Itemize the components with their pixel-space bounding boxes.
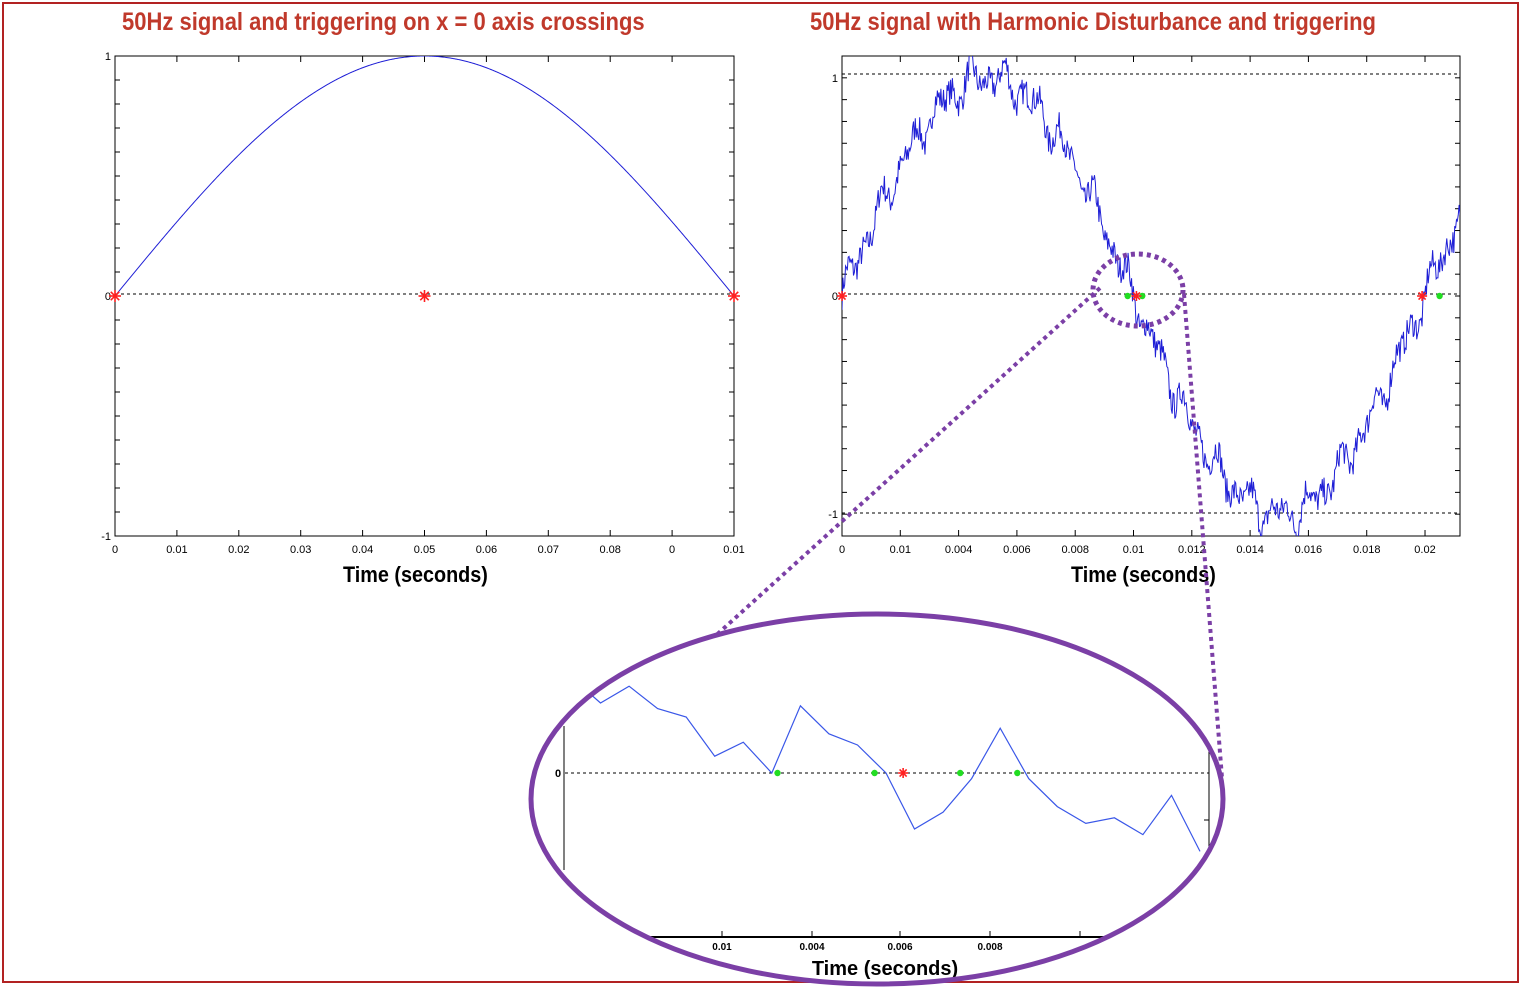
left-crossing-marker	[418, 290, 431, 302]
left-chart: 0 0.01 0.02 0.03 0.04 0.05 0.06 0.07 0.08 0 0.01 -1…	[101, 51, 744, 556]
right-x-tick-label: 0.01	[890, 544, 911, 556]
left-x-tick-label: 0.03	[290, 544, 311, 556]
right-plot-box	[841, 55, 1461, 537]
zoom-callout: 0.01 0.004 0.006 0.008 0 Time (seconds)	[528, 251, 1226, 987]
left-x-tick-label: 0.04	[352, 544, 373, 556]
left-x-tick-label: 0.07	[538, 544, 559, 556]
right-green-marker	[1436, 292, 1443, 300]
zoom-signal-line	[571, 677, 1201, 852]
right-crossing-marker	[1131, 291, 1142, 301]
right-x-axis-label: Time (seconds)	[1071, 562, 1216, 587]
right-y-tick-label: -1	[828, 509, 838, 521]
right-signal-line	[842, 56, 1460, 536]
zoom-crossing-marker	[898, 768, 909, 778]
left-x-tick-label: 0.02	[228, 544, 249, 556]
zoom-green-marker	[774, 769, 781, 777]
zoom-x-tick-label: 0.008	[977, 942, 1002, 953]
left-x-tick-label: 0	[112, 544, 118, 556]
right-chart-title: 50Hz signal with Harmonic Disturbance an…	[810, 8, 1376, 36]
left-x-axis-label: Time (seconds)	[343, 562, 488, 587]
right-x-tick-label: 0.018	[1353, 544, 1381, 556]
zoom-x-tick-label: 0.006	[887, 942, 912, 953]
zoom-ellipse	[528, 611, 1226, 987]
zoom-plot: 0.01 0.004 0.006 0.008 0 Time (seconds)	[531, 614, 1223, 984]
right-crossing-marker	[837, 291, 847, 301]
zoom-connector-right	[1182, 293, 1224, 779]
right-x-tick-label: 0.012	[1178, 544, 1206, 556]
left-signal-line	[115, 56, 734, 297]
zoom-green-marker	[1014, 769, 1021, 777]
right-green-marker	[1124, 292, 1131, 300]
right-x-tick-label: 0.006	[1003, 544, 1031, 556]
left-x-tick-label: 0.01	[166, 544, 187, 556]
left-x-tick-label: 0	[669, 544, 675, 556]
left-y-tick-label: -1	[101, 531, 111, 543]
left-y-tick-label: 1	[105, 51, 111, 63]
left-y-tick-label: 0	[105, 291, 111, 303]
left-x-tick-label: 0.01	[723, 544, 744, 556]
right-y-tick-label: 0	[832, 291, 838, 303]
left-x-tick-label: 0.05	[414, 544, 435, 556]
left-x-tick-label: 0.06	[476, 544, 497, 556]
right-x-tick-label: 0	[839, 544, 845, 556]
right-x-tick-label: 0.004	[945, 544, 973, 556]
right-chart: 0 0.01 0.004 0.006 0.008 0.01 0.012 0.014 0.016 0…	[828, 55, 1461, 556]
right-y-tick-label: 1	[832, 73, 838, 85]
zoom-green-marker	[871, 769, 878, 777]
right-x-tick-label: 0.008	[1061, 544, 1089, 556]
zoom-y-tick-label: 0	[555, 768, 561, 780]
zoom-green-marker	[957, 769, 964, 777]
zoom-source-circle	[1090, 251, 1186, 329]
right-x-tick-label: 0.01	[1123, 544, 1144, 556]
right-green-marker	[1139, 292, 1146, 300]
right-x-tick-label: 0.014	[1236, 544, 1264, 556]
right-crossing-marker	[1417, 291, 1428, 301]
right-x-tick-label: 0.02	[1414, 544, 1435, 556]
left-chart-title: 50Hz signal and triggering on x = 0 axis…	[122, 8, 645, 36]
zoom-x-tick-label: 0.004	[799, 942, 824, 953]
left-crossing-marker	[728, 290, 740, 302]
left-crossing-marker	[109, 290, 121, 302]
zoom-x-tick-label: 0.01	[712, 942, 732, 953]
right-x-tick-label: 0.016	[1295, 544, 1323, 556]
left-x-tick-label: 0.08	[599, 544, 620, 556]
zoom-x-axis-label: Time (seconds)	[812, 958, 958, 980]
